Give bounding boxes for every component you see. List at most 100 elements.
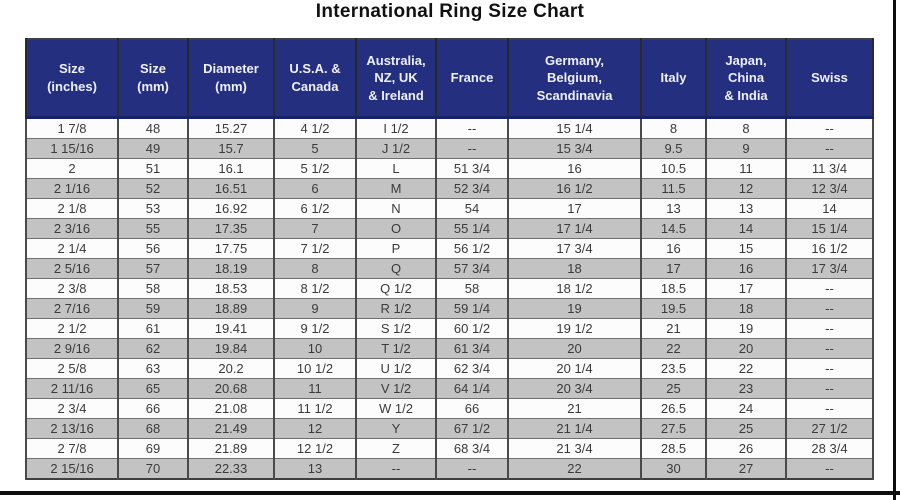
table-cell: 51 3/4 [435,158,509,179]
table-cell: 17 [507,198,642,219]
table-cell: Z [355,438,437,459]
table-cell: 55 [117,218,189,239]
table-cell: -- [785,338,874,359]
table-cell: 9 [273,298,357,319]
table-cell: T 1/2 [355,338,437,359]
table-header-row: Size (inches) Size (mm) Diameter (mm) U.S.A… [25,39,874,119]
table-cell: 69 [117,438,189,459]
table-cell: 2 11/16 [25,378,119,399]
column-header: France [435,39,509,119]
table-cell: 1 7/8 [25,117,119,139]
table-cell: 57 [117,258,189,279]
table-row: 2 7/16 59 18.89 9 R 1/2 59 1/4 19 19.5 18 -- [25,298,874,319]
table-cell: 49 [117,138,189,159]
table-cell: 67 1/2 [435,418,509,439]
table-cell: 22 [640,338,707,359]
table-cell: 20.2 [187,358,275,379]
table-cell: 8 [705,117,787,139]
table-cell: 11 [705,158,787,179]
table-row: 2 5/16 57 18.19 8 Q 57 3/4 18 17 16 17 3/4 [25,258,874,279]
table-cell: 20 [705,338,787,359]
table-cell: -- [785,278,874,299]
table-cell: 21 3/4 [507,438,642,459]
table-cell: 13 [640,198,707,219]
table-row: 2 1/4 56 17.75 7 1/2 P 56 1/2 17 3/4 16 15 16 1/2 [25,238,874,259]
table-cell: 53 [117,198,189,219]
table-cell: 13 [273,458,357,480]
table-cell: 17.35 [187,218,275,239]
table-cell: 2 7/8 [25,438,119,459]
table-cell: 11.5 [640,178,707,199]
table-cell: 11 3/4 [785,158,874,179]
table-cell: 30 [640,458,707,480]
table-cell: 21.49 [187,418,275,439]
table-cell: 21 [640,318,707,339]
table-cell: 18.53 [187,278,275,299]
table-cell: 55 1/4 [435,218,509,239]
table-cell: 70 [117,458,189,480]
table-cell: 68 [117,418,189,439]
table-cell: 59 1/4 [435,298,509,319]
table-cell: J 1/2 [355,138,437,159]
table-cell: 13 [705,198,787,219]
table-cell: 64 1/4 [435,378,509,399]
column-header: Germany, Belgium, Scandinavia [507,39,642,119]
table-row: 2 7/8 69 21.89 12 1/2 Z 68 3/4 21 3/4 28.5 26 28 … [25,438,874,459]
ring-size-table-body: 1 7/8 48 15.27 4 1/2 I 1/2 -- 15 1/4 8 8 -- 1 15/1… [25,117,874,480]
table-row: 2 9/16 62 19.84 10 T 1/2 61 3/4 20 22 20 -- [25,338,874,359]
table-cell: Q 1/2 [355,278,437,299]
column-header: Diameter (mm) [187,39,275,119]
table-cell: 15 3/4 [507,138,642,159]
table-cell: 4 1/2 [273,117,357,139]
header-row: Size (inches) Size (mm) Diameter (mm) U.S.A… [25,39,874,119]
table-cell: 61 3/4 [435,338,509,359]
table-cell: 24 [705,398,787,419]
table-cell: 26.5 [640,398,707,419]
table-cell: 54 [435,198,509,219]
table-cell: 19.84 [187,338,275,359]
table-cell: -- [355,458,437,480]
table-cell: 2 1/8 [25,198,119,219]
table-cell: 2 13/16 [25,418,119,439]
table-cell: 22.33 [187,458,275,480]
table-cell: 12 1/2 [273,438,357,459]
table-cell: 18.19 [187,258,275,279]
table-cell: 18 1/2 [507,278,642,299]
table-cell: 59 [117,298,189,319]
table-cell: 66 [117,398,189,419]
table-cell: 2 7/16 [25,298,119,319]
table-row: 2 51 16.1 5 1/2 L 51 3/4 16 10.5 11 11 3/4 [25,158,874,179]
table-cell: 25 [705,418,787,439]
table-cell: 16 [640,238,707,259]
table-cell: W 1/2 [355,398,437,419]
bottom-frame-line [0,491,900,495]
table-cell: 51 [117,158,189,179]
page-title: International Ring Size Chart [315,1,585,22]
table-cell: Q [355,258,437,279]
table-cell: 2 9/16 [25,338,119,359]
table-cell: -- [785,458,874,480]
column-header: Swiss [785,39,874,119]
table-row: 2 13/16 68 21.49 12 Y 67 1/2 21 1/4 27.5 25 27 1/… [25,418,874,439]
table-cell: 2 3/8 [25,278,119,299]
table-cell: 28.5 [640,438,707,459]
column-header: Japan, China & India [705,39,787,119]
table-cell: 56 1/2 [435,238,509,259]
table-cell: 17 [705,278,787,299]
table-cell: 10 1/2 [273,358,357,379]
table-cell: 18 [507,258,642,279]
table-cell: 12 [273,418,357,439]
table-cell: -- [785,358,874,379]
table-cell: 16 1/2 [785,238,874,259]
table-cell: 6 [273,178,357,199]
table-cell: 14 [705,218,787,239]
table-cell: R 1/2 [355,298,437,319]
table-cell: 12 3/4 [785,178,874,199]
table-cell: M [355,178,437,199]
table-cell: 2 5/8 [25,358,119,379]
table-cell: 63 [117,358,189,379]
table-cell: 16 [705,258,787,279]
ring-size-table: Size (inches) Size (mm) Diameter (mm) U.S.A… [25,38,874,480]
table-cell: U 1/2 [355,358,437,379]
